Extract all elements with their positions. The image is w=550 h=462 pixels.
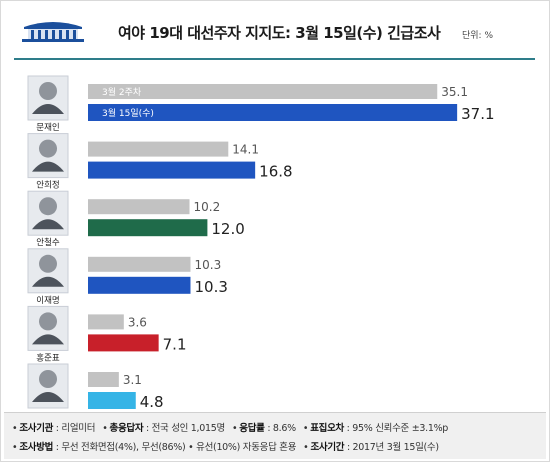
candidate-portrait-head (39, 312, 57, 331)
candidate-portrait-body (32, 392, 64, 402)
value-label-current: 37.1 (461, 105, 494, 123)
value-label-previous: 10.3 (194, 258, 221, 272)
footer-bullet: • (102, 423, 108, 434)
bar-previous (88, 84, 438, 99)
footer-bullet: • (231, 423, 238, 434)
footer-bullet: • (302, 423, 309, 434)
candidate-portrait-body (32, 219, 64, 230)
header-divider (14, 58, 535, 60)
page-title: 여야 19대 대선주자 지지도: 3월 15일(수) 긴급조사 (118, 24, 441, 42)
candidate-portrait-head (39, 82, 57, 100)
bar-previous (88, 199, 190, 215)
footer-value: : 전국 성인 1,015명 (143, 423, 225, 434)
footer-bullet: • (12, 442, 18, 453)
value-label-current: 12.0 (211, 220, 244, 238)
value-label-current: 7.1 (163, 335, 187, 353)
survey-info-footer: • 조사기관 : 리얼미터 • 총응답자 : 전국 성인 1,015명 • 응답률 : 8… (4, 412, 546, 459)
unit-label: 단위: % (462, 31, 494, 41)
candidate-portrait-head (39, 254, 57, 273)
candidate-portrait-body (32, 104, 64, 114)
footer-value: : 2017년 3월 15일(수) (344, 442, 439, 453)
footer-bullet: • (303, 442, 309, 453)
candidate-name: 홍준표 (36, 352, 60, 363)
bar-chart: 문재인 35.1 37.1 3월 2주차 3월 15일(수) 안희정 14.116.8 안철수… (27, 75, 495, 410)
value-label-previous: 35.1 (441, 85, 468, 99)
footer-value: : 리얼미터 (53, 423, 96, 434)
footer-value: : 95% 신뢰수준 ±3.1%p (343, 423, 449, 434)
footer-line-1: • 조사기관 : 리얼미터 • 총응답자 : 전국 성인 1,015명 • 응답률 : 8… (12, 420, 448, 434)
blue-house-icon (18, 15, 88, 47)
footer-label: 응답률 (239, 423, 265, 434)
bar-previous (88, 314, 124, 330)
series-label-current: 3월 15일(수) (102, 107, 154, 119)
candidate-name: 이재명 (36, 295, 59, 306)
footer-label: 조사기관 (19, 423, 54, 434)
footer-value: : 무선 전화면접(4%), 무선(86%) • 유선(10%) 자동응답 혼용 (53, 442, 297, 453)
bar-current (88, 219, 208, 237)
series-label-previous: 3월 2주차 (102, 86, 142, 98)
bar-previous (88, 256, 191, 272)
footer-label: 조사기간 (310, 442, 345, 453)
footer-label: 조사방법 (19, 442, 54, 453)
bar-previous (88, 372, 119, 387)
value-label-current: 10.3 (194, 278, 227, 296)
bar-current (88, 392, 136, 409)
bar-current (88, 276, 191, 294)
candidate-portrait-body (32, 276, 64, 287)
value-label-previous: 10.2 (193, 200, 220, 214)
value-label-previous: 3.1 (123, 373, 142, 387)
candidate-portrait-body (32, 161, 64, 172)
value-label-current: 4.8 (140, 393, 164, 410)
candidate-name: 안희정 (36, 180, 59, 191)
footer-value: : 8.6% (264, 423, 296, 434)
footer-bullet: • (12, 423, 18, 434)
candidate-portrait-body (32, 334, 64, 345)
value-label-current: 16.8 (259, 163, 292, 181)
value-label-previous: 3.6 (128, 315, 147, 329)
candidate-name: 문재인 (36, 122, 59, 133)
candidate-portrait-head (39, 139, 57, 158)
candidate-portrait-head (39, 370, 57, 388)
candidate-name: 안철수 (36, 237, 60, 248)
bar-previous (88, 141, 229, 157)
footer-label: 총응답자 (109, 423, 144, 434)
bar-current (88, 161, 256, 179)
bar-current (88, 104, 458, 121)
footer-label: 표집오차 (310, 423, 344, 434)
candidate-portrait-head (39, 197, 57, 216)
value-label-previous: 14.1 (232, 143, 259, 157)
footer-line-2: • 조사방법 : 무선 전화면접(4%), 무선(86%) • 유선(10%) 자… (12, 439, 439, 453)
header: 여야 19대 대선주자 지지도: 3월 15일(수) 긴급조사 단위: % (0, 0, 550, 60)
bar-current (88, 334, 159, 352)
